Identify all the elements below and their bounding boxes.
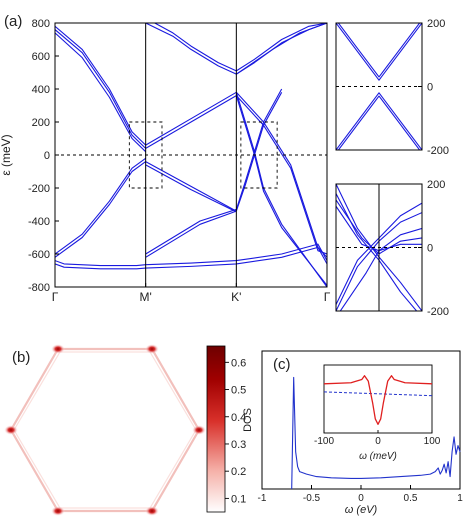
band-line-16 [235,95,327,286]
band-line-15 [235,92,327,287]
band-line-11 [145,210,237,258]
panel-label-a: (a) [4,13,22,30]
inset-y-tick-label: 0 [427,82,433,94]
zoom-box-1 [240,121,278,189]
hotspot [51,506,65,516]
dos-inset-baseline [323,391,433,397]
dos-curve [291,376,461,490]
band-line-8 [145,95,237,149]
band-line-18 [235,88,283,210]
dos-inset-curve [323,375,433,425]
y-tick-label: -200 [28,183,50,195]
y-tick-label: -600 [28,249,50,261]
colorbar-tick-label: 0.1 [231,493,246,505]
band-line-19 [235,91,327,258]
x-tick-label: Γ [324,290,331,304]
spectral-heatmap-panel: 0.6 0.5 0.4 0.3 0.2 0.1 [4,344,246,516]
y-tick-label: 600 [32,51,50,63]
band-line-21 [236,23,327,75]
hotspot [145,344,159,354]
dos-inset-x-axis-label: ω (meV) [359,451,397,462]
colorbar-tick-label: 0.4 [231,412,246,424]
inset-band-line-1 [337,23,421,78]
x-tick-label: K' [231,290,241,304]
y-tick-label: 400 [32,84,50,96]
dos-inset-x-tick-label: 100 [424,436,441,447]
colorbar [206,345,226,513]
dos-x-tick-label: -1 [258,493,267,504]
hotspot [192,425,206,435]
zoom-inset-top: 200 0 -200 [335,18,449,157]
dos-x-tick-label: 0 [358,493,364,504]
dos-x-tick-label: 1 [457,493,463,504]
band-line-5 [55,243,327,267]
y-tick-label: -400 [28,216,50,228]
band-line-12 [145,208,237,255]
band-line-4 [55,157,146,255]
band-line-6 [55,246,327,270]
inset-band-line-0 [336,23,422,81]
dos-y-axis-label: DOS [242,408,254,432]
colorbar-tick-label: 0.3 [231,439,246,451]
hexagon-outline-inner [13,351,197,509]
colorbar-tick-label: 0.6 [231,357,246,369]
inset-band-line-3 [337,95,421,150]
dos-inset: -100 0 100 ω (meV) [314,364,441,462]
band-line-17 [235,92,283,212]
band-line-0 [55,25,147,146]
y-tick-label: -800 [28,282,50,294]
y-tick-label: 0 [44,150,50,162]
dos-x-axis-label: ω (eV) [345,504,378,516]
inset-y-tick-label: 200 [427,18,445,30]
band-structure-frame [54,22,328,288]
inset-band-line-2 [336,92,422,150]
dos-panel: -1 -0.5 0 0.5 1 DOS ω (eV) -100 0 100 ω (meV) [242,350,463,516]
panel-label-c: (c) [273,356,291,373]
band-line-7 [145,91,237,146]
inset-y-tick-label: 0 [427,243,433,255]
band-line-14 [154,23,327,72]
panel-label-b: (b) [12,349,30,366]
y-tick-label: 800 [32,18,50,30]
dos-x-tick-label: -0.5 [303,493,321,504]
zoom-box-0 [128,121,163,189]
inset-y-tick-label: -200 [427,306,449,318]
y-tick-label: 200 [32,117,50,129]
colorbar-tick-label: 0.5 [231,385,246,397]
x-tick-label: M' [140,290,152,304]
hotspot [145,506,159,516]
band-line-9 [145,161,237,212]
band-line-20 [235,95,327,255]
hexagon-outline [9,347,201,513]
hotspot [4,425,18,435]
colorbar-tick-label: 0.2 [231,466,246,478]
x-tick-label: Γ [52,290,59,304]
band-line-10 [145,164,237,213]
band-line-3 [55,161,146,258]
dos-inset-x-tick-label: 0 [375,436,381,447]
band-line-1 [55,29,147,149]
inset-y-tick-label: 200 [427,179,445,191]
band-line-2 [55,32,147,153]
inset-y-tick-label: -200 [427,145,449,157]
dos-inset-frame [323,364,433,434]
zoom-inset-bottom: 200 0 -200 [335,179,449,318]
band-y-axis-label: ε (meV) [0,134,13,175]
dos-inset-x-tick-label: -100 [314,436,334,447]
hotspot [51,344,65,354]
dos-x-tick-label: 0.5 [404,493,418,504]
